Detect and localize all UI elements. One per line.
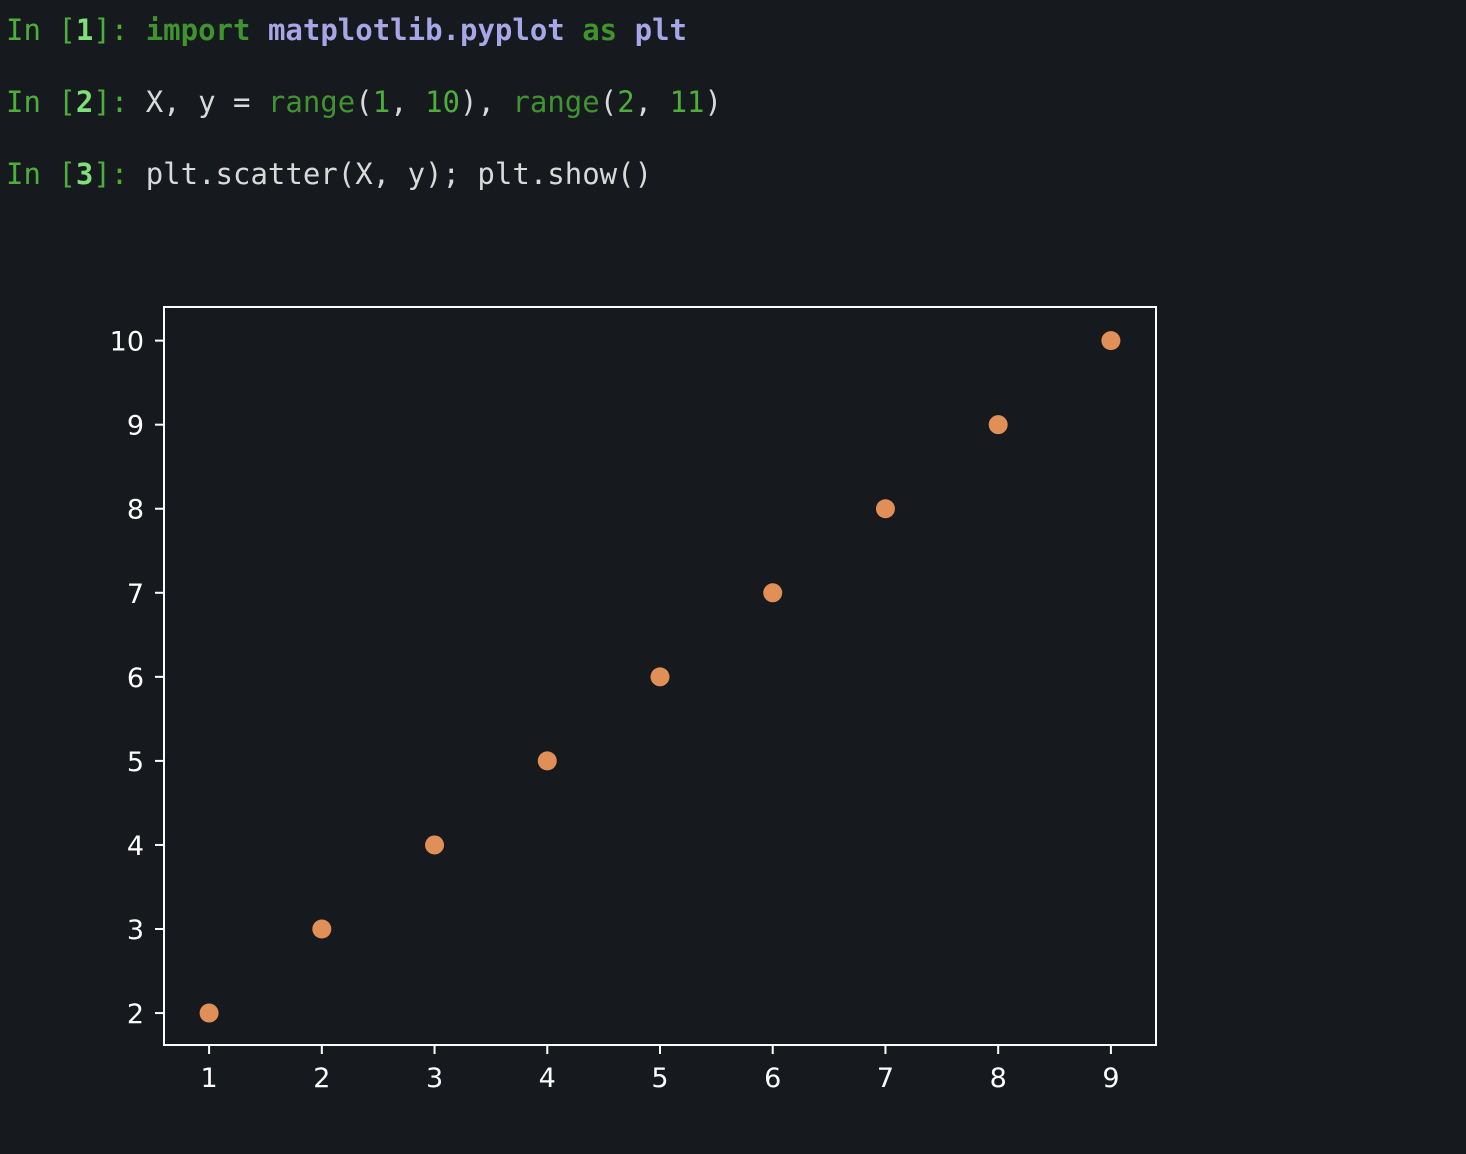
code-token: matplotlib.pyplot [267,13,565,47]
x-tick-label: 4 [539,1063,556,1094]
x-tick-label: 6 [764,1063,781,1094]
scatter-point [875,499,895,519]
prompt-number: 1 [75,13,94,47]
code-token: , [634,85,670,119]
plot-axes-frame [163,306,1157,1046]
code-token: 11 [669,85,705,119]
x-tick-label: 7 [877,1063,894,1094]
prompt-number: 2 [75,85,94,119]
prompt-in: In [ [6,13,76,47]
scatter-point [537,751,557,771]
x-tick-label: 5 [651,1063,668,1094]
prompt-in: In [ [6,157,76,191]
x-tick-label: 8 [990,1063,1007,1094]
code-token: import [145,13,251,47]
code-token: range [267,85,356,119]
code-token: ) [704,85,722,119]
x-tick-label: 2 [313,1063,330,1094]
code-token: 1 [372,85,391,119]
code-token: 10 [425,85,461,119]
y-tick-label: 9 [127,411,144,442]
code-token: as [582,13,618,47]
prompt-close: ]: [93,13,146,47]
y-tick-label: 2 [127,999,144,1030]
y-tick-label: 10 [110,327,144,358]
y-tick-label: 3 [127,915,144,946]
y-tick-label: 8 [127,495,144,526]
x-tick-label: 1 [200,1063,217,1094]
x-tick-label: 3 [426,1063,443,1094]
code-token: plt.scatter(X, y); plt.show() [145,157,653,191]
input-cell-1[interactable]: In [1]: import matplotlib.pyplot as plt [6,10,687,50]
y-tick-label: 7 [127,579,144,610]
code-token: plt [634,13,687,47]
code-token: ( [599,85,618,119]
y-tick-label: 6 [127,663,144,694]
code-token: , [390,85,426,119]
input-cell-2[interactable]: In [2]: X, y = range(1, 10), range(2, 11… [6,82,722,122]
code-token: 2 [617,85,635,119]
prompt-close: ]: [93,85,146,119]
scatter-point [1101,331,1121,351]
y-tick-label: 5 [127,747,144,778]
code-token: ), [460,85,513,119]
code-token: X, y = [145,85,268,119]
axis-ticks: 1 2 3 4 5 6 7 8 9 2 3 4 5 6 7 8 9 10 [110,327,1120,1094]
prompt-in: In [ [6,85,76,119]
y-tick-label: 4 [127,831,144,862]
scatter-point [425,835,445,855]
code-token [617,13,634,47]
code-token: ( [355,85,373,119]
data-points [199,331,1121,1023]
code-token: range [512,85,600,119]
scatter-point [988,415,1008,435]
x-tick-label: 9 [1102,1063,1119,1094]
scatter-point [650,667,670,687]
code-token [565,13,582,47]
scatter-point [199,1003,219,1023]
prompt-number: 3 [75,157,94,191]
prompt-close: ]: [93,157,146,191]
scatter-point [312,919,332,939]
input-cell-3[interactable]: In [3]: plt.scatter(X, y); plt.show() [6,154,652,194]
scatter-point [763,583,783,603]
code-token [250,13,267,47]
